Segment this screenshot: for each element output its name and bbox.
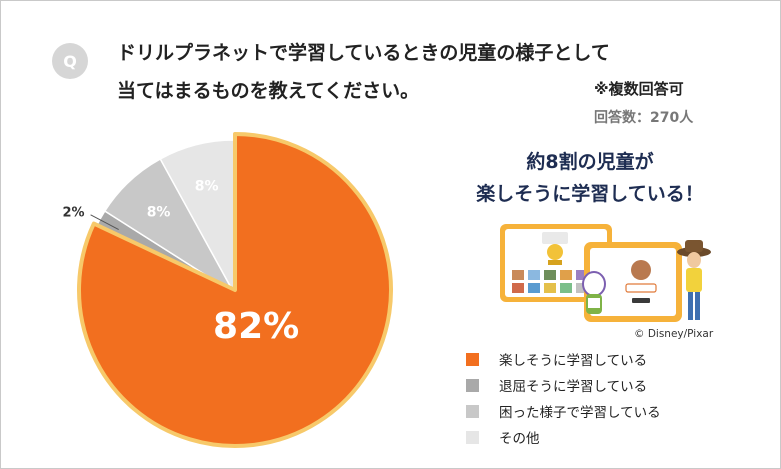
pie-slice-enjoying	[77, 132, 393, 448]
legend-item-other: その他	[466, 424, 661, 450]
question-line-2: 当てはまるものを教えてください。	[117, 80, 420, 102]
front-screen	[590, 248, 676, 316]
callout-line-1: 約8割の児童が	[526, 151, 654, 173]
medal-ribbon	[548, 260, 562, 265]
legend-label: 楽しそうに学習している	[499, 353, 648, 369]
slice-label-troubled: 8%	[147, 205, 171, 221]
callout-line-2: 楽しそうに学習している！	[476, 183, 704, 205]
footer-button	[632, 298, 650, 303]
slice-label-bored: 2%	[63, 205, 85, 220]
leader-line-bored	[90, 214, 119, 231]
avatar-grid	[512, 270, 588, 293]
slice-label-enjoying: 82%	[213, 306, 299, 347]
legend-label: 退屈そうに学習している	[499, 379, 648, 395]
question-line-1: ドリルプラネットで学習しているときの児童の様子として	[117, 42, 610, 64]
legend-swatch	[466, 352, 479, 366]
question-text: ドリルプラネットで学習しているときの児童の様子として 当てはまるものを教えてくだ…	[117, 34, 677, 110]
medal-icon	[547, 244, 563, 260]
legend-label: その他	[499, 431, 540, 447]
legend-label: 困った様子で学習している	[499, 405, 661, 421]
legend-item-bored: 退屈そうに学習している	[466, 372, 661, 398]
legend-swatch	[466, 378, 479, 392]
space-ranger-character	[582, 271, 606, 314]
legend-swatch	[466, 404, 479, 418]
back-screen-header	[542, 232, 568, 244]
question-badge: Q	[52, 43, 88, 79]
callout-headline: 約8割の児童が 楽しそうに学習している！	[440, 146, 740, 210]
legend-swatch	[466, 430, 479, 444]
app-screenshot-illustration	[500, 224, 711, 322]
cowboy-character	[677, 240, 711, 320]
chart-legend: 楽しそうに学習している 退屈そうに学習している 困った様子で学習している その他	[466, 346, 661, 450]
avatar-portrait	[631, 260, 651, 280]
legend-item-troubled: 困った様子で学習している	[466, 398, 661, 424]
copyright-notice: © Disney/Pixar	[634, 328, 714, 340]
multiple-answer-note: ※複数回答可	[594, 80, 684, 98]
legend-item-enjoying: 楽しそうに学習している	[466, 346, 661, 372]
result-badge	[625, 283, 657, 293]
respondent-count: 回答数：270人	[594, 110, 694, 126]
slice-label-other: 8%	[195, 178, 219, 194]
